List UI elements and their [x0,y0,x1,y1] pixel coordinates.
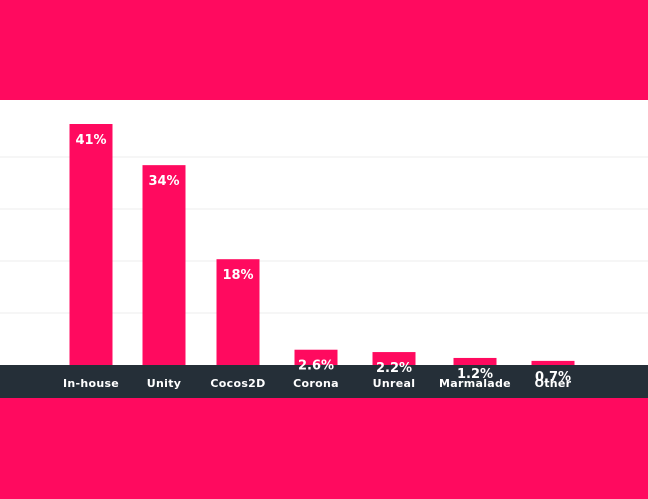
top-accent-band [0,0,648,100]
category-label: Corona [293,377,339,390]
bar-marmalade [453,357,497,365]
value-label: 2.6% [298,359,334,374]
bottom-accent-band [0,398,648,499]
category-labels: In-house Unity Cocos2D Corona Unreal Marmalad… [63,377,572,390]
bar-corona [294,349,338,365]
value-label: 1.2% [457,367,493,382]
bars [69,124,575,365]
bar-in-house [69,124,113,365]
category-label: Unity [147,377,181,390]
category-label: In-house [63,377,119,390]
value-label: 0.7% [535,370,571,385]
category-axis-bar [0,365,648,398]
category-label: Other [535,377,572,390]
value-label: 34% [148,174,179,189]
value-label: 2.2% [376,361,412,376]
value-labels: 41% 34% 18% 2.6% 2.2% 1.2% 0.7% [75,133,571,385]
value-label: 41% [75,133,106,148]
category-label: Cocos2D [210,377,265,390]
category-label: Unreal [373,377,416,390]
value-label: 18% [222,268,253,283]
category-label: Marmalade [439,377,511,390]
bar-unreal [372,352,416,365]
bar-unity [142,165,186,365]
bar-other [531,360,575,365]
bar-cocos2d [216,259,260,365]
